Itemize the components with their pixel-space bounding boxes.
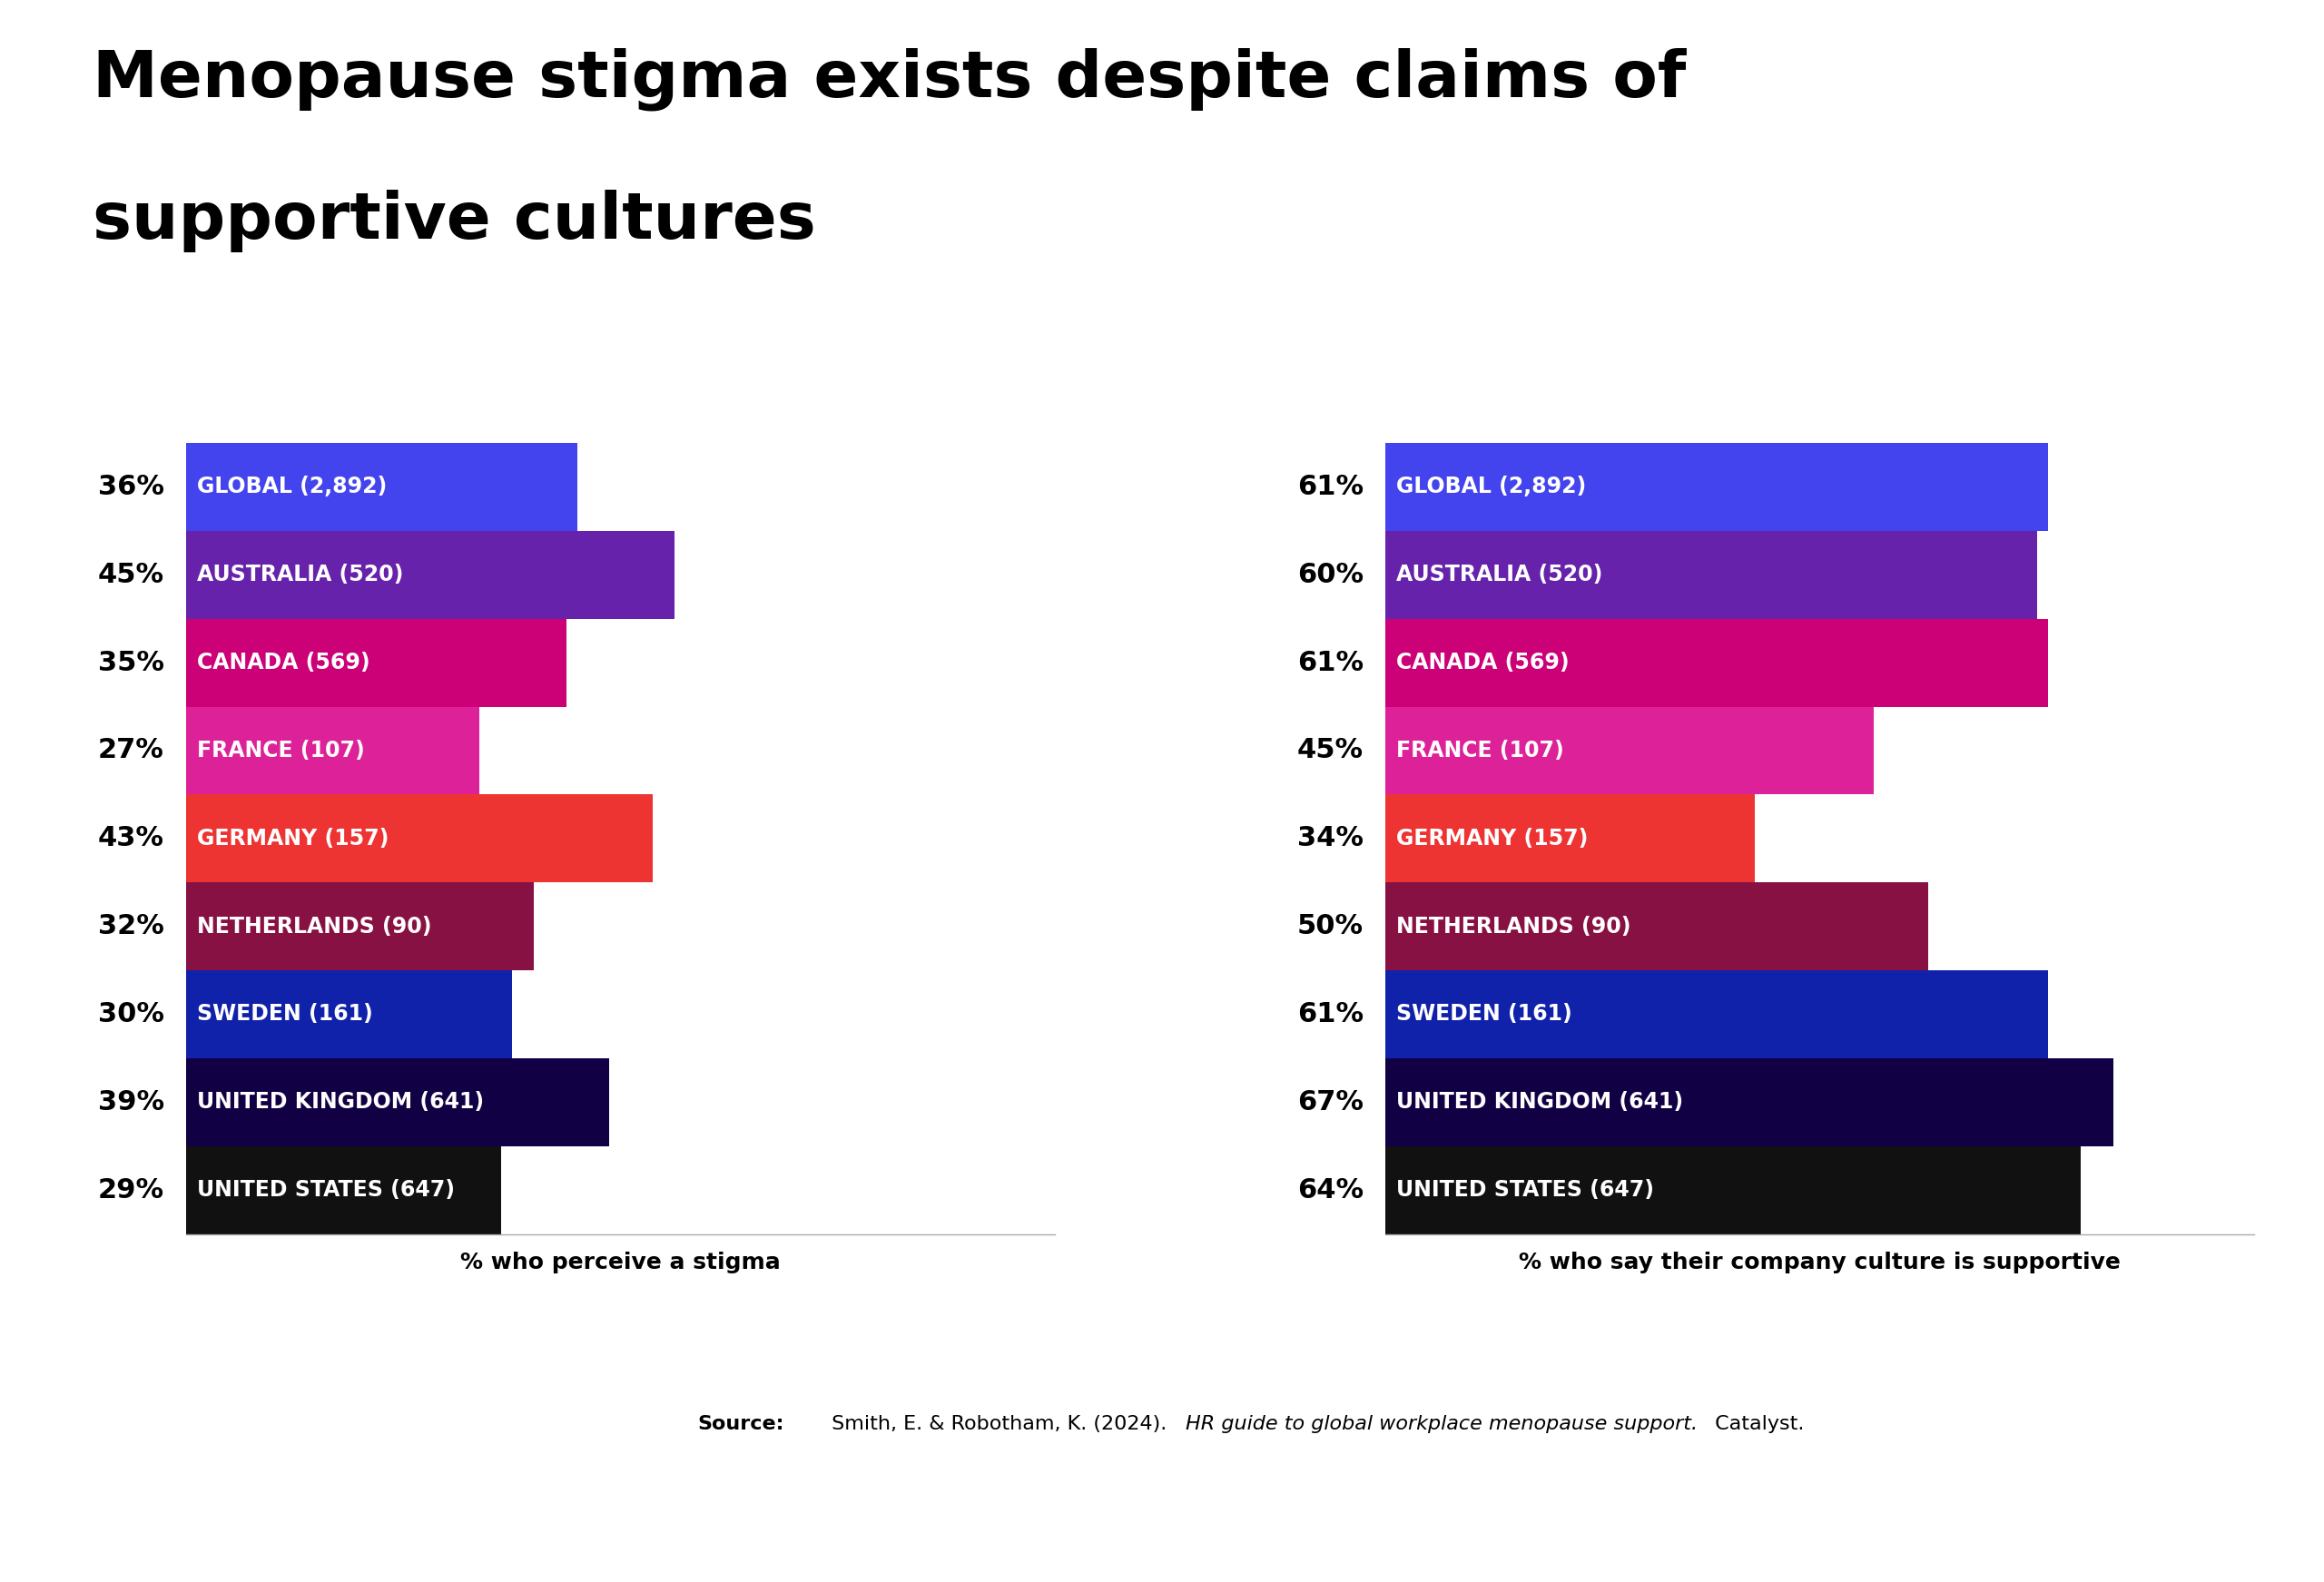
Text: GERMANY (157): GERMANY (157) [198, 827, 388, 850]
Text: SWEDEN (161): SWEDEN (161) [198, 1003, 372, 1025]
Text: UNITED STATES (647): UNITED STATES (647) [198, 1179, 456, 1201]
Bar [186, 794, 653, 883]
Text: FRANCE (107): FRANCE (107) [198, 740, 365, 761]
Text: UNITED KINGDOM (641): UNITED KINGDOM (641) [198, 1092, 483, 1114]
Bar [186, 970, 511, 1058]
Bar [1385, 1058, 2113, 1145]
Text: 29%: 29% [98, 1177, 165, 1204]
Text: 34%: 34% [1297, 826, 1364, 851]
Text: 45%: 45% [1297, 737, 1364, 764]
Text: 60%: 60% [1297, 562, 1364, 589]
Text: 67%: 67% [1297, 1088, 1364, 1115]
X-axis label: % who perceive a stigma: % who perceive a stigma [460, 1251, 781, 1274]
Text: 61%: 61% [1297, 650, 1364, 676]
Text: supportive cultures: supportive cultures [93, 190, 816, 253]
Text: UNITED KINGDOM (641): UNITED KINGDOM (641) [1397, 1092, 1683, 1114]
Text: 61%: 61% [1297, 473, 1364, 500]
Bar [1385, 970, 2047, 1058]
Bar [186, 443, 576, 532]
Bar [1385, 883, 1929, 970]
Text: Smith, E. & Robotham, K. (2024).: Smith, E. & Robotham, K. (2024). [825, 1414, 1174, 1433]
Text: NETHERLANDS (90): NETHERLANDS (90) [1397, 916, 1631, 937]
Bar [1385, 619, 2047, 707]
Bar [1385, 794, 1755, 883]
Bar [1385, 443, 2047, 532]
X-axis label: % who say their company culture is supportive: % who say their company culture is suppo… [1520, 1251, 2119, 1274]
Text: 50%: 50% [1297, 913, 1364, 940]
Text: NETHERLANDS (90): NETHERLANDS (90) [198, 916, 432, 937]
Text: UNITED STATES (647): UNITED STATES (647) [1397, 1179, 1655, 1201]
Text: GERMANY (157): GERMANY (157) [1397, 827, 1587, 850]
Bar [1385, 532, 2038, 619]
Text: HR guide to global workplace menopause support.: HR guide to global workplace menopause s… [1185, 1414, 1697, 1433]
Text: 27%: 27% [98, 737, 165, 764]
Text: Source:: Source: [697, 1414, 783, 1433]
Text: 36%: 36% [98, 473, 165, 500]
Bar [1385, 707, 1873, 794]
Text: 45%: 45% [98, 562, 165, 589]
Text: Menopause stigma exists despite claims of: Menopause stigma exists despite claims o… [93, 47, 1687, 111]
Bar [1385, 1145, 2080, 1234]
Bar [186, 707, 479, 794]
Text: AUSTRALIA (520): AUSTRALIA (520) [198, 563, 402, 585]
Bar [186, 619, 567, 707]
Text: FRANCE (107): FRANCE (107) [1397, 740, 1564, 761]
Text: 64%: 64% [1297, 1177, 1364, 1204]
Bar [186, 532, 674, 619]
Bar [186, 1145, 502, 1234]
Text: 32%: 32% [98, 913, 165, 940]
Bar [186, 1058, 609, 1145]
Text: AUSTRALIA (520): AUSTRALIA (520) [1397, 563, 1604, 585]
Text: CANADA (569): CANADA (569) [1397, 652, 1569, 674]
Text: 30%: 30% [98, 1001, 165, 1027]
Text: 39%: 39% [98, 1088, 165, 1115]
Bar [186, 883, 535, 970]
Text: 43%: 43% [98, 826, 165, 851]
Text: GLOBAL (2,892): GLOBAL (2,892) [198, 476, 386, 498]
Text: CANADA (569): CANADA (569) [198, 652, 370, 674]
Text: 61%: 61% [1297, 1001, 1364, 1027]
Text: SWEDEN (161): SWEDEN (161) [1397, 1003, 1571, 1025]
Text: Catalyst.: Catalyst. [1708, 1414, 1803, 1433]
Text: GLOBAL (2,892): GLOBAL (2,892) [1397, 476, 1585, 498]
Text: 35%: 35% [98, 650, 165, 676]
